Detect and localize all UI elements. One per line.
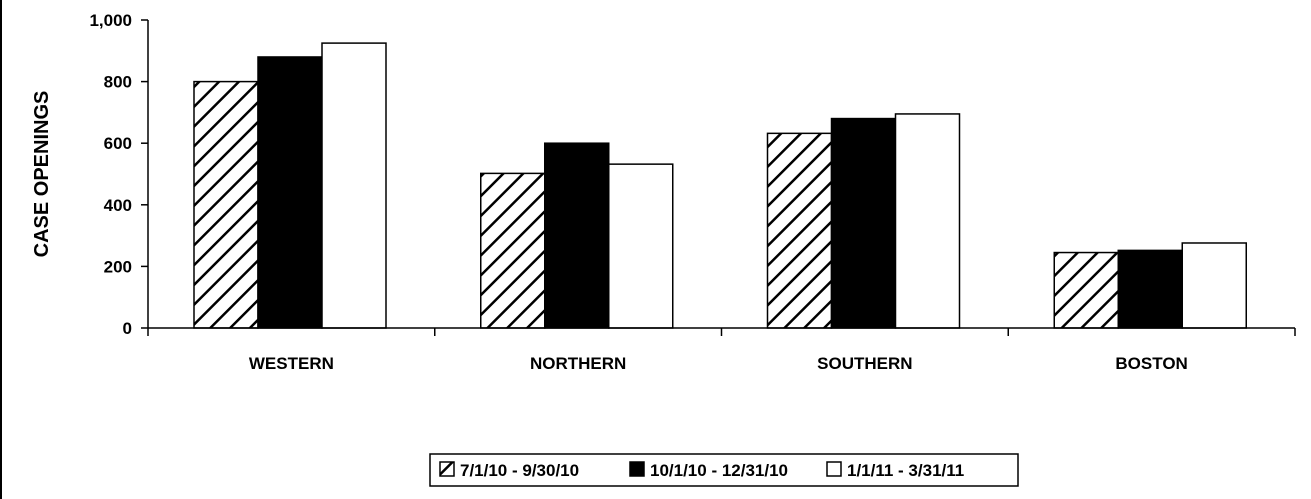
bar	[1117, 249, 1183, 329]
y-axis-title: CASE OPENINGS	[31, 91, 53, 258]
bar	[257, 56, 323, 329]
y-tick-label: 600	[104, 134, 132, 153]
bar	[894, 113, 961, 329]
bar	[321, 42, 387, 329]
bar	[766, 132, 833, 329]
y-tick-label: 1,000	[89, 11, 132, 30]
legend: 7/1/10 - 9/30/10 10/1/10 - 12/31/10 1/1/11…	[429, 453, 1019, 487]
x-tick-label: WESTERN	[249, 354, 334, 373]
bar	[193, 80, 259, 329]
y-tick-label: 400	[104, 196, 132, 215]
legend-swatch	[826, 461, 842, 477]
x-tick-label: BOSTON	[1115, 354, 1187, 373]
y-tick-label: 200	[104, 257, 132, 276]
legend-label: 10/1/10 - 12/31/10	[650, 461, 788, 480]
bar	[544, 142, 610, 329]
plot-area: 0 200 400 600 800 1,000 WESTERN NORTHERN SOUTHER…	[89, 11, 1296, 373]
legend-label: 1/1/11 - 3/31/11	[847, 461, 964, 480]
bar	[608, 163, 674, 329]
x-tick-label: SOUTHERN	[817, 354, 912, 373]
y-tick-label: 800	[104, 73, 132, 92]
y-tick-label: 0	[123, 319, 132, 338]
legend-swatch	[439, 461, 455, 477]
bar	[1053, 251, 1119, 329]
legend-swatch	[629, 461, 645, 477]
legend-label: 7/1/10 - 9/30/10	[460, 461, 579, 480]
bar	[1181, 242, 1247, 329]
bar	[480, 172, 546, 329]
x-tick-label: NORTHERN	[530, 354, 626, 373]
bar	[830, 117, 897, 329]
legend-box	[429, 453, 1019, 487]
